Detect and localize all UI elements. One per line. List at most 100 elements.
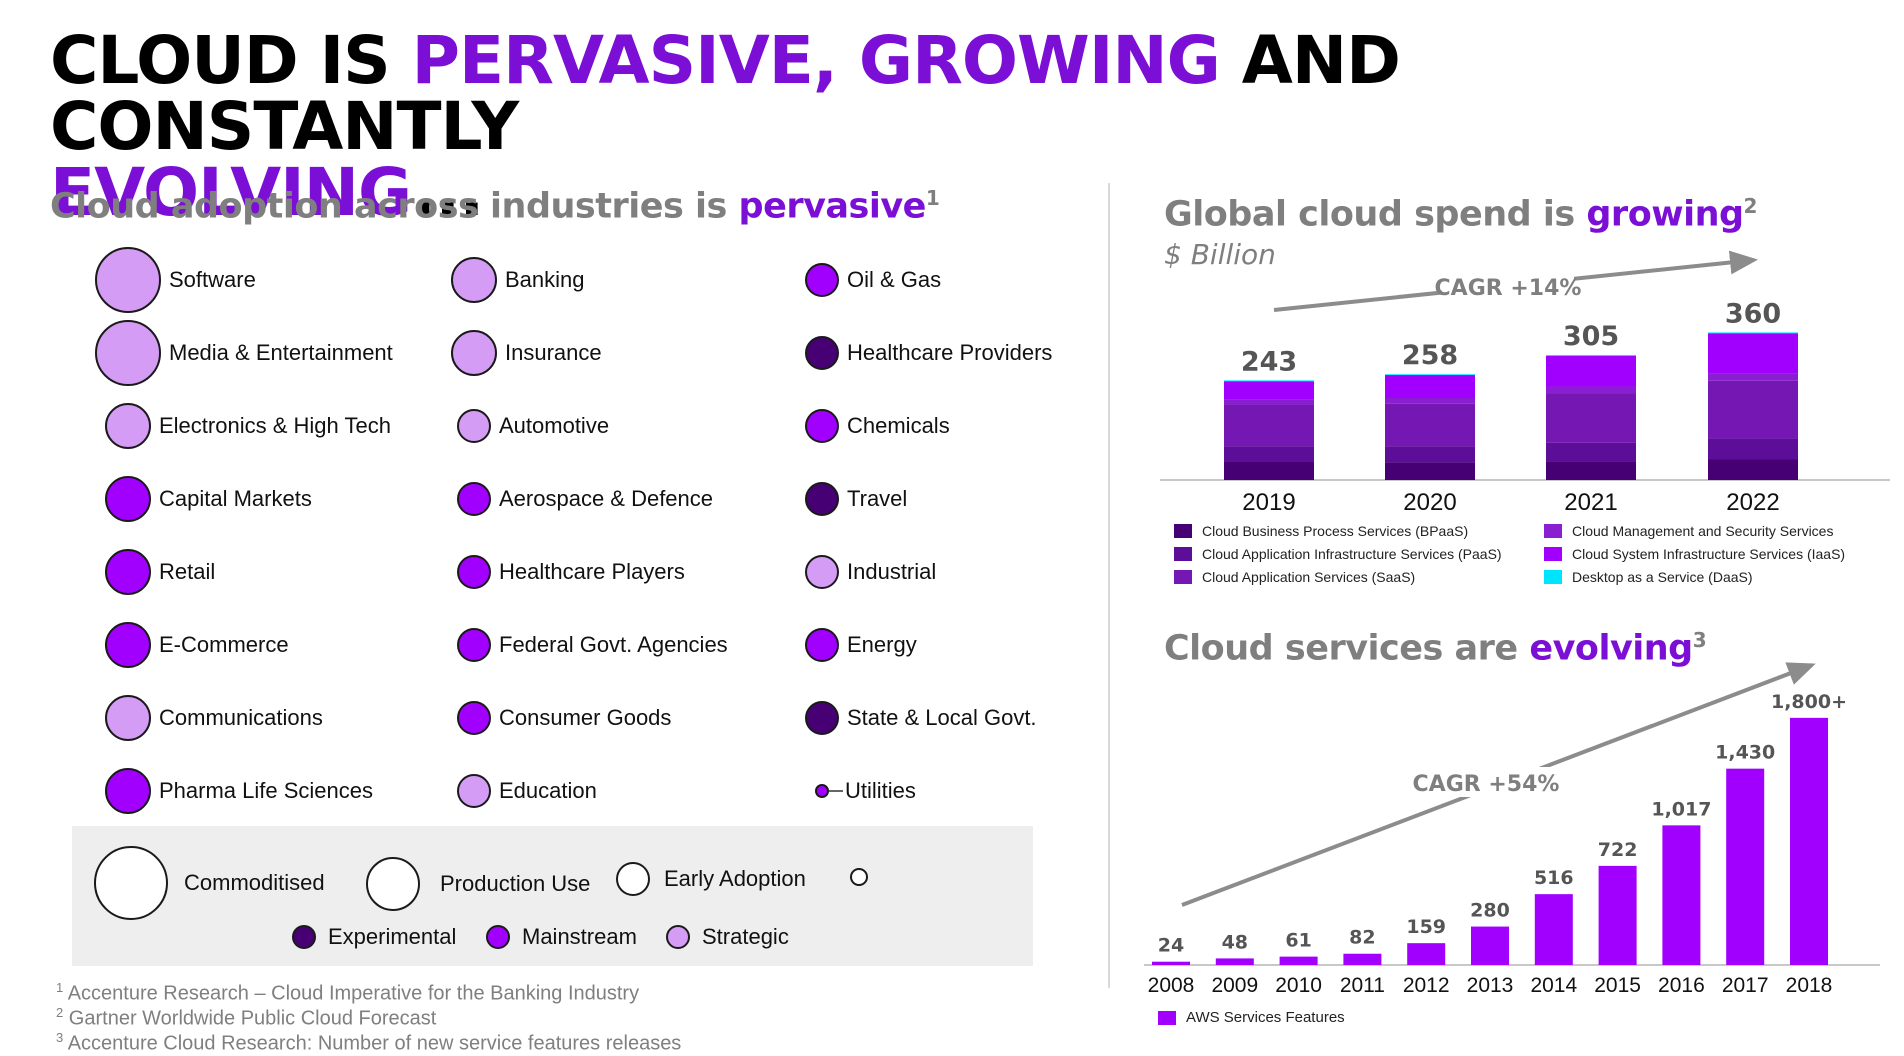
industry-bubble bbox=[805, 482, 839, 516]
legend-small-marker bbox=[850, 868, 868, 886]
x-tick-label: 2015 bbox=[1594, 974, 1641, 997]
bar-segment bbox=[1224, 380, 1314, 382]
bar bbox=[1534, 894, 1573, 965]
industry-bubble bbox=[805, 555, 839, 589]
evolving-heading-note: 3 bbox=[1692, 628, 1707, 652]
section-divider bbox=[1108, 183, 1110, 988]
legend-strategic-label: Strategic bbox=[702, 924, 789, 949]
x-tick-label: 2020 bbox=[1403, 489, 1456, 516]
industry-item: Healthcare Providers bbox=[805, 336, 1052, 370]
footnote-1-num: 1 bbox=[56, 980, 64, 995]
industry-label: Aerospace & Defence bbox=[499, 486, 714, 511]
spend-heading-text: Global cloud spend is bbox=[1164, 194, 1587, 235]
industry-item: Chemicals bbox=[805, 409, 950, 443]
industry-item: Communications bbox=[105, 695, 323, 741]
bar-segment bbox=[1224, 404, 1314, 447]
legend-production-marker bbox=[366, 857, 420, 911]
industry-bubble bbox=[457, 409, 491, 443]
x-tick-label: 2011 bbox=[1340, 974, 1385, 997]
legend-entry: Cloud Application Services (SaaS) bbox=[1174, 569, 1415, 585]
bar bbox=[1343, 953, 1382, 965]
adoption-heading-accent: pervasive bbox=[738, 186, 927, 227]
legend-entry: Cloud System Infrastructure Services (Ia… bbox=[1544, 546, 1845, 562]
legend-swatch bbox=[1544, 570, 1562, 584]
adoption-legend: Commoditised Production Use Early Adopti… bbox=[72, 826, 1033, 966]
bar-segment bbox=[1224, 446, 1314, 462]
bar-segment bbox=[1546, 442, 1636, 462]
legend-label: Cloud System Infrastructure Services (Ia… bbox=[1572, 546, 1846, 562]
aws-legend-label: AWS Services Features bbox=[1186, 1009, 1345, 1026]
industry-item: Energy bbox=[805, 628, 917, 662]
legend-early: Early Adoption bbox=[616, 862, 806, 896]
x-tick-label: 2016 bbox=[1658, 974, 1705, 997]
cagr-label: CAGR +54% bbox=[1413, 772, 1560, 797]
legend-early-label: Early Adoption bbox=[664, 866, 806, 891]
value-label: 280 bbox=[1470, 900, 1510, 922]
industry-bubble bbox=[105, 549, 151, 595]
bar-segment bbox=[1224, 461, 1314, 480]
total-label: 305 bbox=[1563, 321, 1619, 352]
evolving-heading: Cloud services are evolving3 bbox=[1164, 628, 1707, 669]
bar-segment bbox=[1546, 386, 1636, 394]
aws-legend: AWS Services Features bbox=[1158, 1009, 1345, 1026]
x-tick-label: 2017 bbox=[1722, 974, 1769, 997]
footnote-3-text: Accenture Cloud Research: Number of new … bbox=[67, 1032, 682, 1055]
industry-item: Industrial bbox=[805, 555, 936, 589]
total-label: 258 bbox=[1402, 340, 1458, 371]
value-label: 159 bbox=[1406, 916, 1446, 938]
legend-entry: Desktop as a Service (DaaS) bbox=[1544, 569, 1753, 585]
industry-bubble bbox=[805, 263, 839, 297]
evolving-heading-accent: evolving bbox=[1529, 628, 1693, 669]
industry-item: Media & Entertainment bbox=[95, 320, 393, 386]
legend-entry: Cloud Business Process Services (BPaaS) bbox=[1174, 523, 1468, 539]
industry-item: Capital Markets bbox=[105, 476, 312, 522]
industry-item: Pharma Life Sciences bbox=[105, 768, 373, 814]
industry-label: Utilities bbox=[845, 778, 916, 803]
legend-label: Cloud Application Services (SaaS) bbox=[1202, 569, 1416, 585]
bar bbox=[1407, 943, 1446, 965]
industry-label: Industrial bbox=[847, 559, 937, 584]
footnote-3: 3 Accenture Cloud Research: Number of ne… bbox=[56, 1030, 681, 1056]
bar bbox=[1215, 958, 1254, 965]
industry-label: Consumer Goods bbox=[499, 705, 672, 730]
bar-segment bbox=[1546, 461, 1636, 480]
industry-bubble bbox=[105, 403, 151, 449]
spend-heading-accent: growing bbox=[1586, 194, 1744, 235]
bar bbox=[1152, 961, 1190, 965]
industry-label: Retail bbox=[159, 559, 216, 584]
industry-label: Automotive bbox=[499, 413, 610, 438]
industry-label: Communications bbox=[159, 705, 323, 730]
legend-mainstream: Mainstream bbox=[486, 924, 637, 950]
industry-bubble bbox=[815, 784, 829, 798]
value-label: 61 bbox=[1285, 930, 1311, 952]
legend-experimental-label: Experimental bbox=[328, 924, 457, 949]
industry-item: Banking bbox=[451, 257, 585, 303]
spend-heading: Global cloud spend is growing2 bbox=[1164, 194, 1757, 235]
legend-label: Cloud Management and Security Services bbox=[1572, 523, 1834, 539]
bar bbox=[1471, 926, 1509, 965]
bar bbox=[1790, 717, 1828, 965]
value-label: 24 bbox=[1158, 935, 1184, 957]
bar-segment bbox=[1385, 462, 1475, 480]
x-tick-label: 2008 bbox=[1148, 974, 1195, 997]
legend-experimental: Experimental bbox=[292, 924, 456, 950]
industry-item: Education bbox=[457, 774, 597, 808]
industry-bubble bbox=[457, 482, 491, 516]
bar-segment bbox=[1385, 374, 1475, 376]
cagr-label-bg bbox=[1416, 767, 1556, 797]
industry-bubble bbox=[805, 628, 839, 662]
legend-label: Cloud Application Infrastructure Service… bbox=[1202, 546, 1502, 562]
industry-item: Software bbox=[95, 247, 256, 313]
industry-bubble bbox=[105, 695, 151, 741]
industry-label: Federal Govt. Agencies bbox=[499, 632, 728, 657]
industry-item: E-Commerce bbox=[105, 622, 289, 668]
bar-segment bbox=[1546, 354, 1636, 356]
industry-label: Oil & Gas bbox=[847, 267, 942, 292]
legend-swatch bbox=[1174, 524, 1192, 538]
bar bbox=[1662, 825, 1701, 965]
legend-strategic-marker bbox=[666, 925, 690, 949]
title-part-3: AND CONSTANTLY bbox=[50, 22, 1401, 165]
industry-item: Consumer Goods bbox=[457, 701, 671, 735]
value-label: 516 bbox=[1534, 867, 1574, 889]
x-tick-label: 2019 bbox=[1242, 489, 1295, 516]
